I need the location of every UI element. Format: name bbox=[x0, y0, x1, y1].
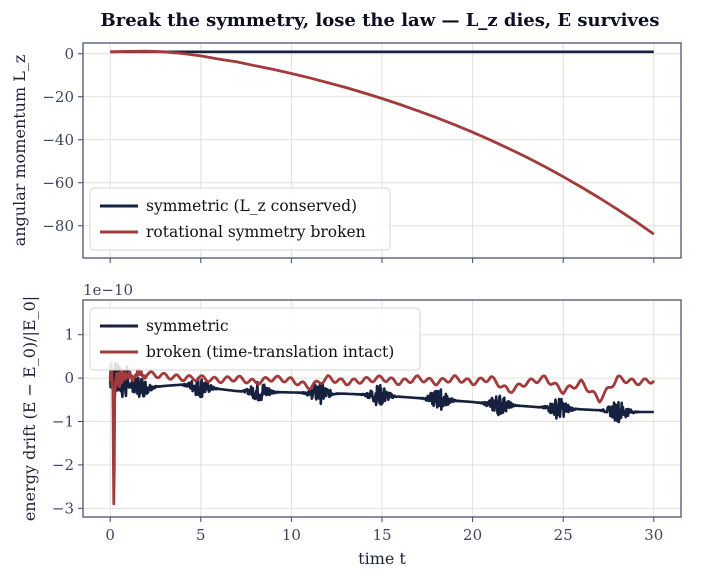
x-axis-title: time t bbox=[358, 549, 406, 568]
y-tick-label: 0 bbox=[64, 45, 74, 63]
series-layer bbox=[108, 361, 656, 506]
legend-label: symmetric bbox=[146, 317, 229, 335]
x-tick-label: 30 bbox=[644, 526, 663, 544]
y-tick-label: 0 bbox=[64, 369, 74, 387]
figure-title: Break the symmetry, lose the law — L_z d… bbox=[101, 10, 660, 31]
y-tick-label: 1 bbox=[64, 326, 74, 344]
y-tick-label: −60 bbox=[42, 174, 74, 192]
x-tick-label: 5 bbox=[196, 526, 206, 544]
series-line bbox=[108, 362, 655, 424]
series-layer bbox=[110, 49, 655, 236]
y-tick-label: −1 bbox=[52, 413, 74, 431]
legend-label: symmetric (L_z conserved) bbox=[146, 197, 357, 215]
x-tick-label: 10 bbox=[282, 526, 301, 544]
series-line bbox=[110, 49, 655, 236]
y-tick-label: −3 bbox=[52, 499, 74, 517]
x-tick-label: 25 bbox=[554, 526, 573, 544]
legend-box bbox=[89, 187, 391, 251]
y-axis-title: energy drift (E − E_0)/|E_0| bbox=[20, 296, 39, 521]
series-line bbox=[108, 361, 656, 506]
y-tick-label: −2 bbox=[52, 456, 74, 474]
x-tick-label: 0 bbox=[105, 526, 115, 544]
legend-label: rotational symmetry broken bbox=[146, 223, 366, 241]
y-tick-label: −80 bbox=[42, 217, 74, 235]
y-offset-label: 1e−10 bbox=[83, 281, 133, 299]
x-tick-label: 15 bbox=[372, 526, 391, 544]
y-tick-label: −20 bbox=[42, 88, 74, 106]
x-tick-label: 20 bbox=[463, 526, 482, 544]
y-axis-title: angular momentum L_z bbox=[10, 55, 29, 247]
axes-frame bbox=[82, 42, 682, 259]
y-tick-label: −40 bbox=[42, 131, 74, 149]
legend-label: broken (time-translation intact) bbox=[146, 343, 394, 361]
legend-box bbox=[89, 307, 421, 371]
axes-frame bbox=[82, 299, 682, 518]
